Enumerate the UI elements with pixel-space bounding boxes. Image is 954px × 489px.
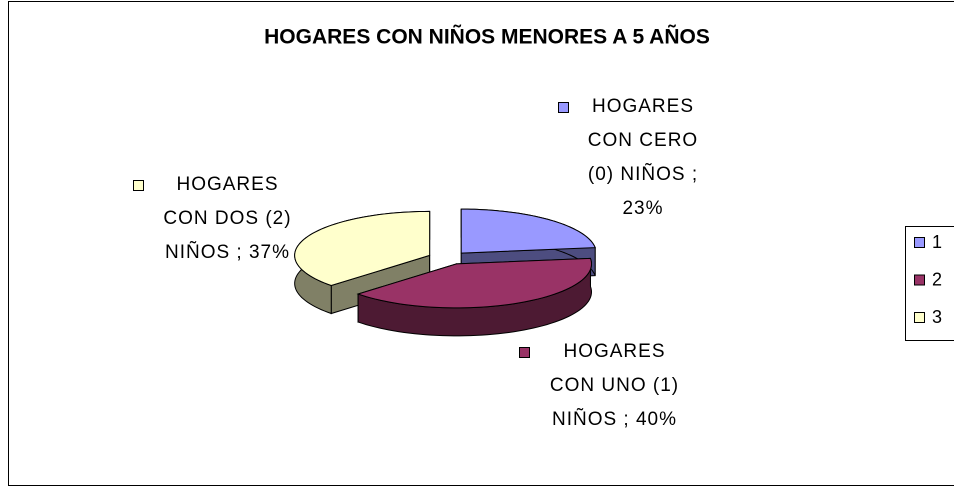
- data-label-key: [558, 102, 569, 113]
- legend-key: [914, 312, 925, 323]
- chart-title: HOGARES CON NIÑOS MENORES A 5 AÑOS: [264, 26, 710, 49]
- legend-label: 3: [932, 307, 942, 327]
- legend-key: [914, 274, 925, 286]
- legend-label: 1: [932, 232, 942, 252]
- legend-label: 2: [932, 269, 942, 289]
- data-label-key: [519, 347, 530, 358]
- data-label-key: [133, 180, 144, 191]
- slice-top: [460, 208, 596, 254]
- data-label: HOGARES CON UNO (1) NIÑOS ; 40%: [549, 341, 680, 430]
- slice-top: [356, 257, 593, 309]
- data-label: HOGARES CON DOS (2) NIÑOS ; 37%: [163, 174, 292, 263]
- slice-top: [294, 210, 431, 287]
- pie-slice: [356, 257, 593, 337]
- legend-box: [905, 226, 954, 341]
- data-label: HOGARES CON CERO (0) NIÑOS ; 23%: [587, 96, 699, 219]
- legend-key: [914, 237, 925, 248]
